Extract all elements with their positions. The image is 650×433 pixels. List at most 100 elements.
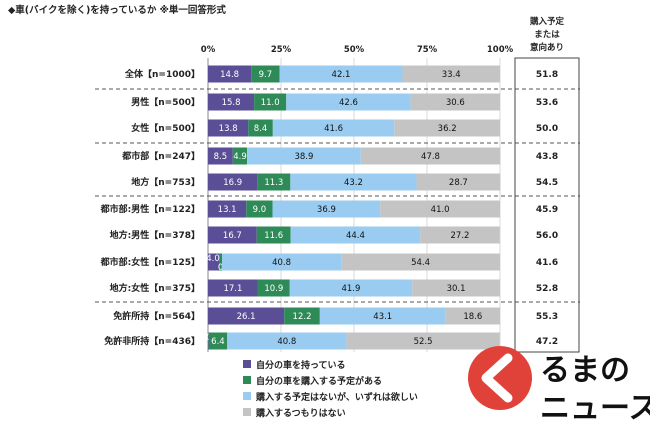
- bar-value-label: 17.1: [223, 284, 242, 294]
- bar-value-label: 42.6: [339, 98, 358, 108]
- category-label: 地方【n=753】: [131, 176, 200, 188]
- x-tick-label: 50%: [344, 45, 365, 55]
- category-labels: 全体【n=1000】男性【n=500】女性【n=500】都市部【n=247】地方…: [100, 68, 200, 347]
- bar-segment: [402, 65, 500, 83]
- x-tick-label: 100%: [487, 45, 514, 55]
- bar-value-label: 4.9: [233, 152, 247, 162]
- side-value: 41.6: [536, 258, 558, 268]
- category-label: 地方:女性【n=375】: [110, 282, 200, 294]
- bar-segment: [208, 119, 249, 137]
- side-header-line-2: または: [534, 29, 560, 40]
- bar-segment: [208, 226, 257, 244]
- bar-segment: [208, 307, 285, 325]
- bar-value-label: 15.8: [222, 98, 241, 108]
- bar-value-label: 41.9: [341, 284, 360, 294]
- bar-segment: [219, 253, 223, 271]
- x-tick-label: 75%: [417, 45, 438, 55]
- legend-swatch: [243, 376, 251, 384]
- bar-value-label: 8.4: [254, 124, 268, 134]
- bars: 14.8 9.7 42.1 33.4 15.8 11.0 42.6 30.6 13.8 8.4 41…: [206, 65, 501, 350]
- bar-value-label: 28.7: [449, 178, 468, 188]
- bar-segment: [256, 226, 291, 244]
- bar-value-label: 41.0: [431, 205, 450, 215]
- bar-segment: [284, 307, 320, 325]
- legend-label: 自分の車を購入する予定がある: [256, 375, 382, 387]
- side-value: 51.8: [536, 70, 558, 80]
- logo-circle: [468, 346, 532, 410]
- bar-value-label: 40.8: [277, 337, 296, 347]
- bar-value-label: 41.6: [324, 124, 343, 134]
- bar-segment: [208, 200, 247, 218]
- side-value: 53.6: [536, 98, 558, 108]
- bar-segment: [208, 65, 252, 83]
- bar-segment: [208, 147, 233, 165]
- bar-value-label: 33.4: [442, 70, 461, 80]
- bar-value-label: 43.2: [344, 178, 363, 188]
- bar-segment: [394, 119, 500, 137]
- bar-value-label: 6.4: [211, 337, 225, 347]
- side-value: 56.0: [536, 231, 558, 241]
- bar-value-label: 26.1: [237, 312, 256, 322]
- logo-text-line-2: ニュース: [540, 391, 650, 426]
- x-axis-ticks: 0% 25% 50% 75% 100%: [201, 45, 514, 55]
- bar-value-label: 54.4: [411, 258, 430, 268]
- x-tick-label: 0%: [201, 45, 216, 55]
- bar-value-label: 11.0: [261, 98, 280, 108]
- side-value: 45.9: [536, 205, 558, 215]
- bar-value-label: 47.8: [421, 152, 440, 162]
- bar-value-label: 9.0: [253, 205, 267, 215]
- category-label: 都市部:女性【n=125】: [100, 256, 200, 268]
- bar-value-label: 36.2: [438, 124, 457, 134]
- category-label: 免許非所持【n=436】: [104, 335, 200, 347]
- bar-segment: [246, 200, 273, 218]
- legend-swatch: [243, 392, 251, 400]
- category-label: 免許所持【n=564】: [113, 310, 200, 322]
- legend-label: 自分の車を持っている: [256, 359, 346, 371]
- bar-value-label: 8.5: [214, 152, 228, 162]
- side-value: 50.0: [536, 124, 558, 134]
- bar-value-label: 16.9: [223, 178, 242, 188]
- bar-value-label: 27.2: [451, 231, 470, 241]
- bar-segment: [346, 332, 500, 350]
- bar-value-label: 36.9: [317, 205, 336, 215]
- side-value: 52.8: [536, 284, 558, 294]
- bar-segment: [360, 147, 501, 165]
- bar-segment: [208, 332, 228, 350]
- side-header-line-3: 意向あり: [530, 42, 564, 53]
- bar-segment: [286, 93, 411, 111]
- logo-text-line-1: るまの: [540, 353, 630, 388]
- category-label: 女性【n=500】: [131, 122, 200, 134]
- bar-segment: [412, 279, 500, 297]
- side-header-line-1: 購入予定: [529, 16, 565, 27]
- bar-value-label: 4.0: [206, 254, 220, 264]
- chart-title: ◆車(バイクを除く)を持っているか ※単一回答形式: [8, 4, 226, 16]
- bar-segment: [341, 253, 500, 271]
- legend-label: 購入する予定はないが、いずれは欲しい: [255, 391, 418, 403]
- bar-value-label: 10.9: [264, 284, 283, 294]
- bar-segment: [290, 226, 421, 244]
- category-label: 全体【n=1000】: [124, 68, 200, 80]
- side-value: 47.2: [536, 337, 558, 347]
- bar-segment: [254, 93, 287, 111]
- category-label: 都市部【n=247】: [121, 150, 200, 162]
- bar-segment: [410, 93, 500, 111]
- bar-value-label: 43.1: [373, 312, 392, 322]
- bar-value-label: 14.8: [220, 70, 239, 80]
- bar-value-label: 13.1: [218, 205, 237, 215]
- bar-value-label: 9.7: [259, 70, 273, 80]
- bar-segment: [272, 119, 395, 137]
- bar-segment: [445, 307, 500, 325]
- logo-arrow: [481, 353, 513, 403]
- side-column-header: 購入予定 または 意向あり: [529, 16, 565, 53]
- bar-segment: [222, 253, 342, 271]
- bar-segment: [208, 93, 255, 111]
- bar-segment: [290, 173, 417, 191]
- category-label: 地方:男性【n=378】: [110, 229, 200, 241]
- legend-swatch: [243, 408, 251, 416]
- bar-value-label: 30.6: [446, 98, 465, 108]
- bar-segment: [208, 253, 220, 271]
- category-label: 都市部:男性【n=122】: [100, 203, 200, 215]
- bar-segment: [272, 200, 381, 218]
- kuruma-no-news-logo: るまの ニュース: [468, 346, 650, 426]
- legend: 自分の車を持っている自分の車を購入する予定がある購入する予定はないが、いずれは欲…: [243, 359, 418, 419]
